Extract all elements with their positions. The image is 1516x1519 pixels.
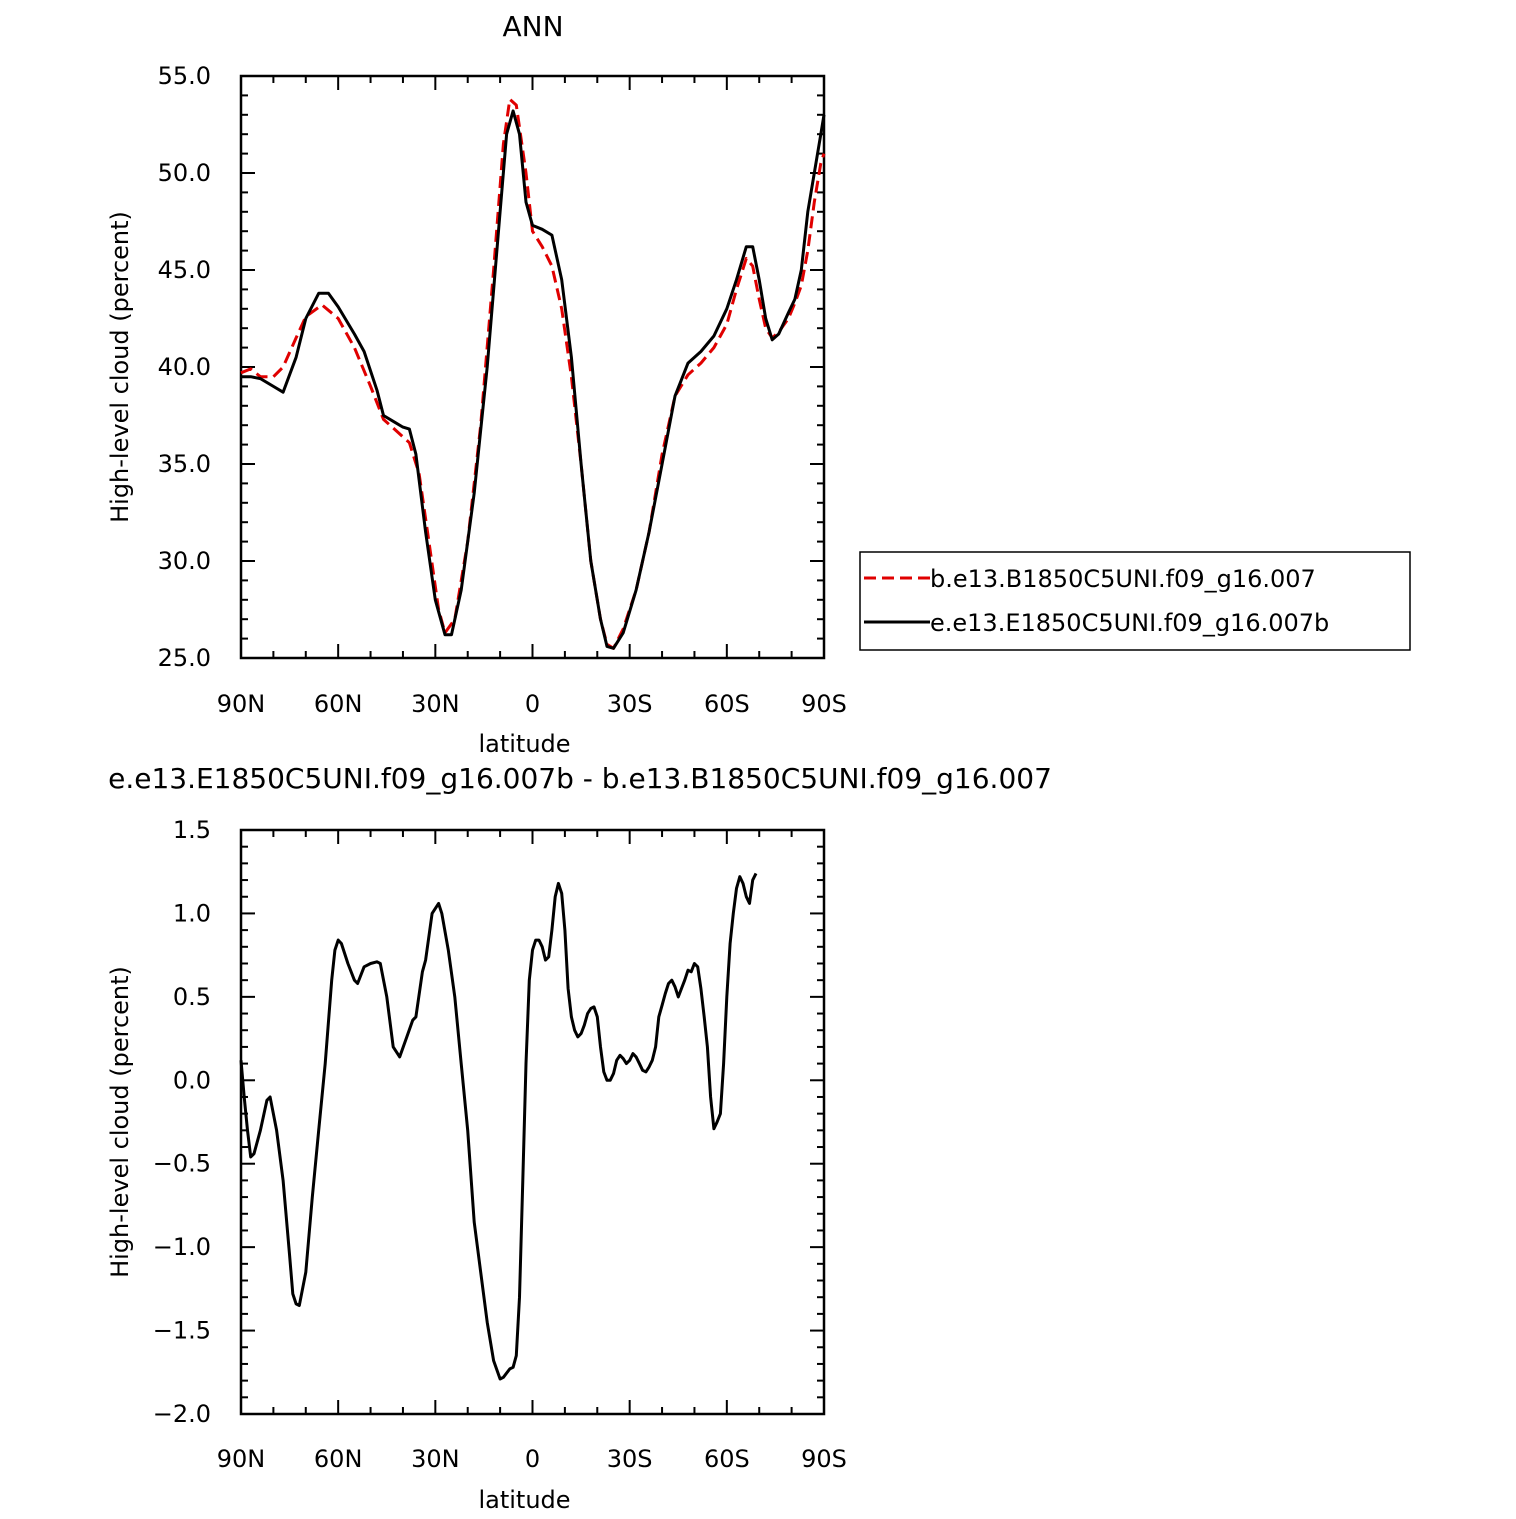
x-tick-label: 30N	[411, 1445, 460, 1473]
plot-frame	[239, 828, 826, 1416]
y-tick-label: 0.0	[173, 1066, 211, 1094]
plot-title: e.e13.E1850C5UNI.f09_g16.007b - b.e13.B1…	[108, 762, 1052, 795]
y-tick-label: −1.5	[153, 1317, 211, 1345]
y-axis-title: High-level cloud (percent)	[106, 966, 134, 1278]
y-tick-label: 55.0	[158, 62, 211, 90]
top-panel: ANN 90N 60N 30N 0 30S 60S 90S 55.0 50.0 45.0 40.0 35…	[106, 10, 847, 758]
x-tick-label: 0	[525, 1445, 540, 1473]
x-axis-title: latitude	[478, 1486, 570, 1514]
legend: b.e13.B1850C5UNI.f09_g16.007 e.e13.E1850C…	[859, 551, 1411, 651]
series-line-0	[239, 872, 758, 1381]
y-tick-label: 50.0	[158, 159, 211, 187]
plot-title: ANN	[502, 10, 563, 43]
plot-frame	[239, 74, 826, 660]
x-tick-label: 30S	[607, 1445, 653, 1473]
legend-box	[859, 551, 1411, 651]
bottom-panel: e.e13.E1850C5UNI.f09_g16.007b - b.e13.B1…	[106, 762, 1052, 1514]
y-tick-label: 1.0	[173, 899, 211, 927]
y-tick-label: 0.5	[173, 983, 211, 1011]
x-tick-label: 0	[525, 690, 540, 718]
y-tick-label: 1.5	[173, 816, 211, 844]
y-tick-label: −2.0	[153, 1400, 211, 1428]
y-axis-title: High-level cloud (percent)	[106, 211, 134, 523]
x-axis-title: latitude	[478, 730, 570, 758]
legend-label: b.e13.B1850C5UNI.f09_g16.007	[930, 565, 1316, 593]
y-tick-label: 35.0	[158, 450, 211, 478]
y-tick-label: −0.5	[153, 1150, 211, 1178]
x-tick-label: 30S	[607, 690, 653, 718]
x-tick-label: 60N	[314, 690, 363, 718]
series-line-0	[240, 97, 826, 650]
legend-label: e.e13.E1850C5UNI.f09_g16.007b	[930, 609, 1329, 637]
x-tick-label: 60S	[704, 1445, 750, 1473]
x-tick-label: 60N	[314, 1445, 363, 1473]
x-tick-label: 90N	[217, 690, 266, 718]
y-tick-label: 25.0	[158, 644, 211, 672]
y-tick-label: 45.0	[158, 256, 211, 284]
x-tick-label: 60S	[704, 690, 750, 718]
x-tick-label: 90S	[801, 690, 847, 718]
y-tick-label: −1.0	[153, 1233, 211, 1261]
x-tick-label: 30N	[411, 690, 460, 718]
y-tick-label: 30.0	[158, 547, 211, 575]
series-line-1	[241, 109, 826, 650]
y-tick-label: 40.0	[158, 353, 211, 381]
x-tick-label: 90N	[217, 1445, 266, 1473]
x-tick-label: 90S	[801, 1445, 847, 1473]
